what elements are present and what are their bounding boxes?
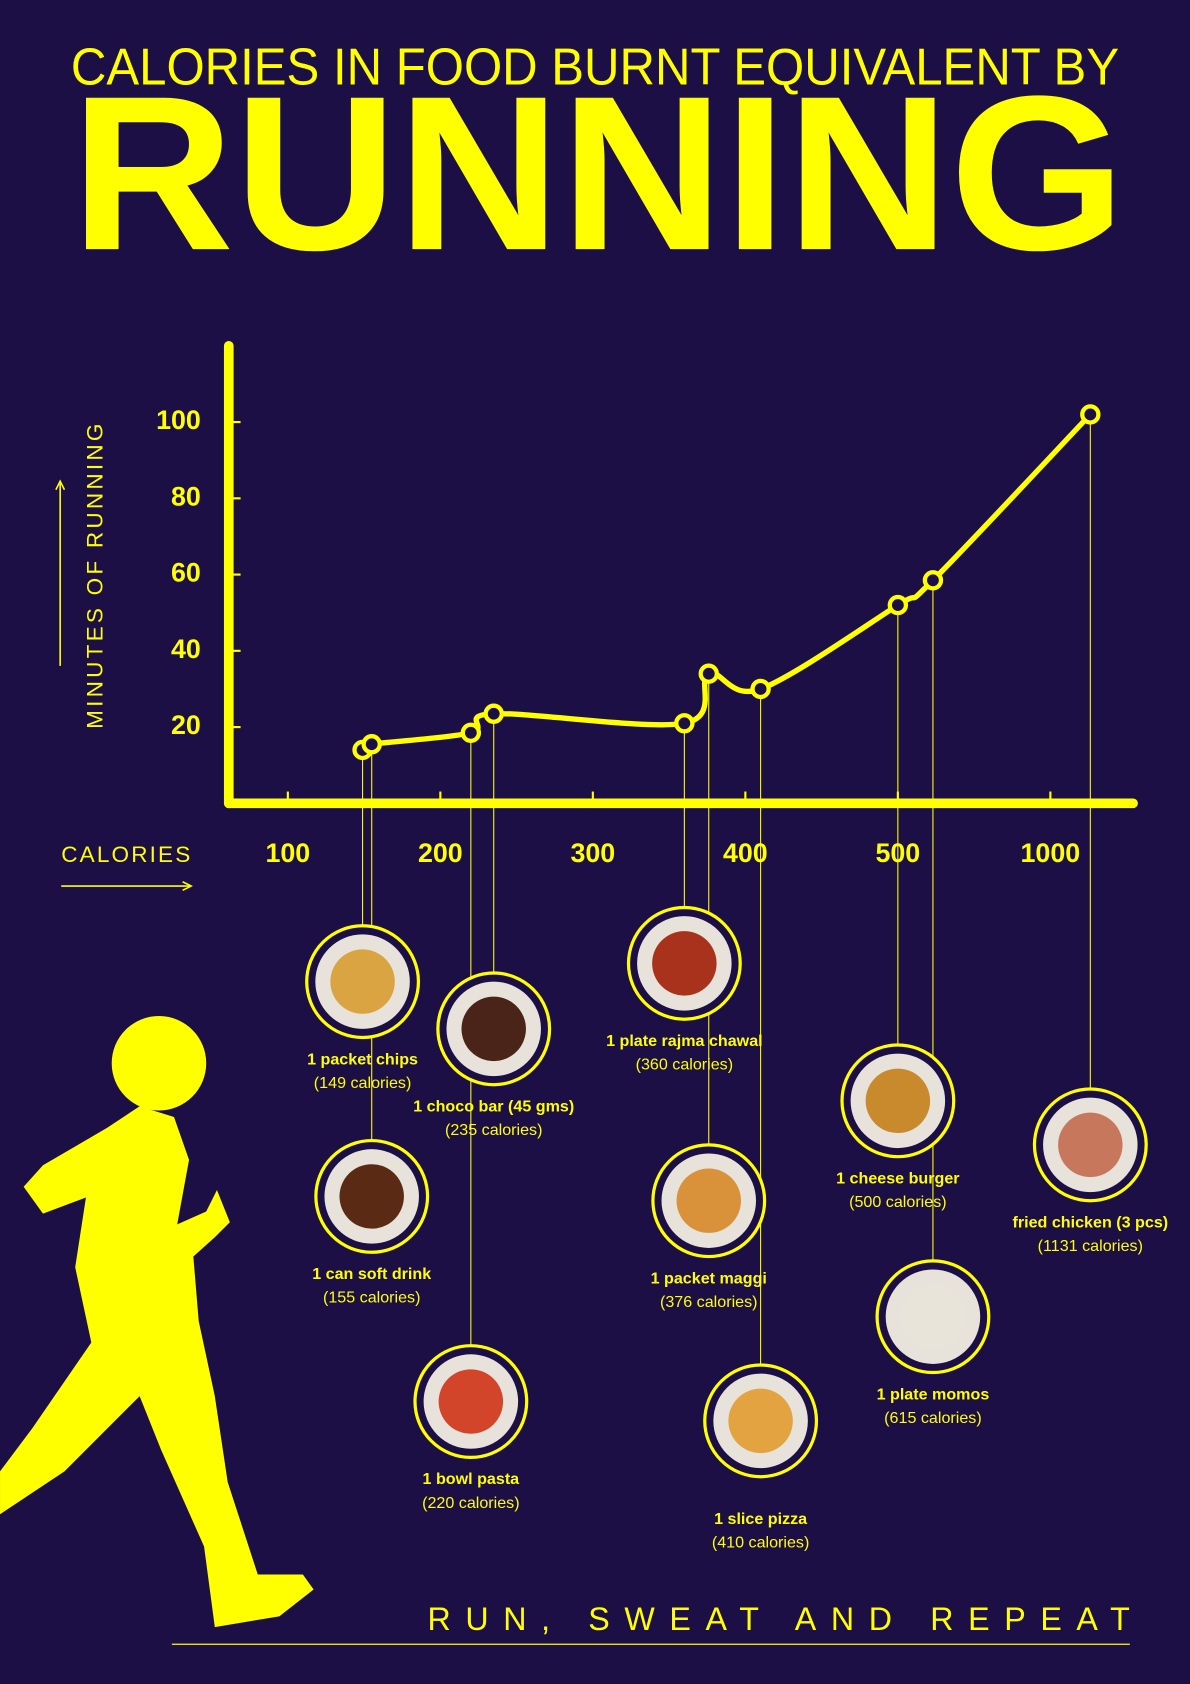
food-name: 1 cheese burger — [836, 1169, 960, 1187]
food-calories: (235 calories) — [445, 1121, 542, 1139]
x-arrowhead — [182, 881, 193, 892]
food — [1058, 1112, 1123, 1178]
food-item: 1 cheese burger (500 calories) — [836, 1043, 960, 1211]
data-point — [887, 594, 909, 616]
food — [865, 1068, 931, 1134]
food-item: 1 plate momos (615 calories) — [875, 1259, 991, 1427]
food-name: 1 choco bar (45 gms) — [413, 1098, 574, 1116]
data-point — [698, 663, 719, 684]
food-name: 1 plate momos — [877, 1385, 990, 1403]
y-arrowhead — [55, 479, 66, 491]
food-name: 1 packet chips — [307, 1050, 418, 1068]
food-calories: (149 calories) — [314, 1074, 412, 1092]
food — [900, 1284, 966, 1349]
food-name: 1 plate rajma chawal — [606, 1032, 763, 1050]
food-item: 1 bowl pasta (220 calories) — [413, 1344, 529, 1512]
y-tick-label: 80 — [171, 481, 201, 511]
food — [461, 996, 526, 1062]
footer: RUN, SWEAT AND REPEAT — [427, 1601, 1129, 1637]
food-item: 1 packet chips (149 calories) — [305, 924, 421, 1092]
food-name: 1 can soft drink — [312, 1265, 431, 1283]
food-calories: (1131 calories) — [1038, 1237, 1143, 1255]
x-tick-label: 300 — [570, 838, 615, 868]
food-name: 1 slice pizza — [714, 1510, 808, 1528]
x-axis-label: CALORIES — [61, 842, 192, 867]
runner-silhouette — [0, 1106, 314, 1628]
data-point — [750, 678, 771, 700]
food-calories: (220 calories) — [422, 1494, 520, 1512]
y-tick-label: 100 — [156, 405, 201, 435]
x-tick-label: 200 — [418, 838, 463, 868]
food — [438, 1369, 504, 1434]
y-tick-label: 40 — [171, 634, 201, 664]
food-name: fried chicken (3 pcs) — [1013, 1214, 1169, 1232]
subtitle: RUNNING — [71, 50, 1126, 296]
data-point — [1080, 404, 1101, 425]
data-point — [674, 713, 695, 734]
title: CALORIES IN FOOD BURNT EQUIVALENT BY — [71, 38, 1119, 96]
food-calories: (360 calories) — [636, 1056, 733, 1074]
x-tick-label: 100 — [265, 838, 310, 868]
data-point — [460, 722, 482, 744]
food-name: 1 bowl pasta — [423, 1470, 521, 1488]
food — [330, 949, 395, 1014]
food-item: 1 choco bar (45 gms) (235 calories) — [413, 971, 574, 1139]
data-point — [361, 734, 382, 755]
runner-head — [111, 1015, 207, 1111]
food — [728, 1388, 793, 1454]
data-point — [922, 570, 944, 591]
food-calories: (615 calories) — [884, 1409, 982, 1427]
food — [339, 1164, 404, 1229]
food-calories: (500 calories) — [849, 1193, 947, 1211]
food-calories: (155 calories) — [323, 1289, 421, 1307]
food-item: 1 plate rajma chawal (360 calories) — [606, 905, 763, 1074]
data-point — [483, 703, 504, 724]
y-axis-label: MINUTES OF RUNNING — [83, 420, 108, 729]
y-tick-label: 60 — [171, 558, 201, 588]
x-tick-label: 1000 — [1021, 838, 1081, 868]
food-calories: (410 calories) — [712, 1534, 810, 1552]
axis-arrows — [55, 479, 193, 892]
food-item: 1 packet maggi (376 calories) — [651, 1143, 767, 1311]
food-item: 1 can soft drink (155 calories) — [312, 1138, 431, 1307]
food — [652, 931, 717, 996]
food-calories: (376 calories) — [660, 1293, 758, 1311]
food-item: 1 slice pizza (410 calories) — [703, 1363, 819, 1552]
food — [676, 1168, 741, 1233]
food-name: 1 packet maggi — [651, 1269, 767, 1287]
y-tick-label: 20 — [171, 710, 201, 740]
food-item: fried chicken (3 pcs) (1131 calories) — [1013, 1087, 1169, 1255]
